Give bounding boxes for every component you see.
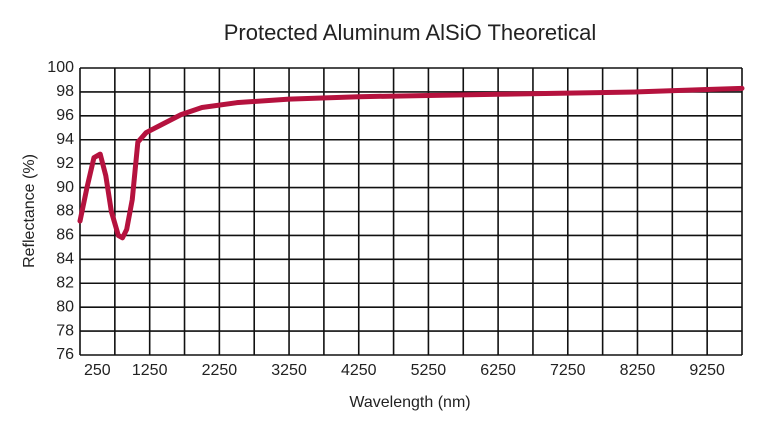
chart-title: Protected Aluminum AlSiO Theoretical xyxy=(224,20,597,45)
x-tick-label: 5250 xyxy=(411,362,447,379)
x-tick-label: 4250 xyxy=(341,362,377,379)
y-tick-label: 82 xyxy=(56,274,74,291)
y-tick-label: 80 xyxy=(56,298,74,315)
y-tick-label: 92 xyxy=(56,155,74,172)
x-tick-label: 250 xyxy=(84,362,111,379)
y-tick-label: 88 xyxy=(56,203,74,220)
y-tick-label: 78 xyxy=(56,322,74,339)
x-tick-label: 6250 xyxy=(480,362,516,379)
x-tick-label: 7250 xyxy=(550,362,586,379)
x-tick-label: 3250 xyxy=(271,362,307,379)
x-tick-label: 8250 xyxy=(620,362,656,379)
y-axis-label: Reflectance (%) xyxy=(21,154,38,268)
x-tick-label: 2250 xyxy=(202,362,238,379)
x-axis-label: Wavelength (nm) xyxy=(349,394,470,411)
y-tick-label: 94 xyxy=(56,131,74,148)
data-line xyxy=(77,85,745,241)
y-tick-label: 98 xyxy=(56,83,74,100)
y-tick-label: 84 xyxy=(56,251,74,268)
y-tick-label: 76 xyxy=(56,346,74,363)
x-tick-label: 1250 xyxy=(132,362,168,379)
y-tick-label: 86 xyxy=(56,227,74,244)
y-tick-label: 96 xyxy=(56,107,74,124)
y-tick-label: 90 xyxy=(56,179,74,196)
y-tick-label: 100 xyxy=(47,59,74,76)
x-tick-label: 9250 xyxy=(689,362,725,379)
